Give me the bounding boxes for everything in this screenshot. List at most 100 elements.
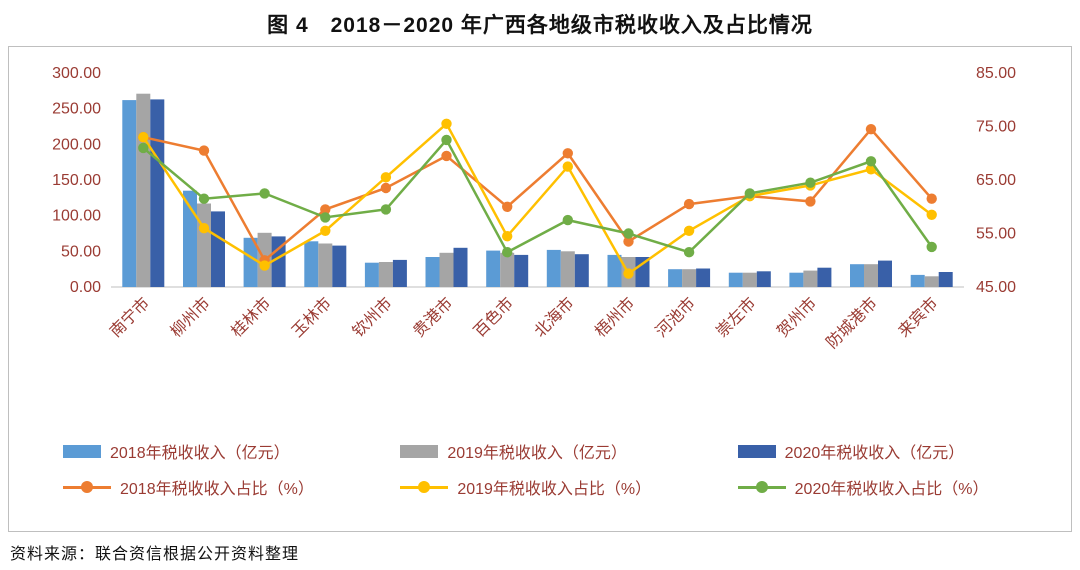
bar-series-0 bbox=[364, 262, 379, 287]
line-series-0 bbox=[143, 127, 933, 263]
bar-series-2 bbox=[211, 211, 225, 287]
bar-series-0 bbox=[728, 272, 743, 287]
bar-series-2 bbox=[453, 247, 468, 287]
legend-item: 2018年税收收入占比（%） bbox=[39, 475, 314, 499]
line-marker-series-0 bbox=[926, 193, 937, 204]
line-marker-series-1 bbox=[562, 161, 573, 172]
line-marker-series-0 bbox=[805, 196, 816, 207]
bar-series-1 bbox=[864, 264, 878, 287]
line-marker-series-2 bbox=[683, 247, 695, 258]
bar-series-0 bbox=[850, 264, 864, 287]
left-axis-tick: 250.00 bbox=[52, 101, 101, 118]
legend-line-marker bbox=[81, 481, 93, 493]
bar-series-2 bbox=[271, 236, 286, 287]
line-marker-series-2 bbox=[926, 241, 937, 253]
line-marker-series-2 bbox=[380, 204, 392, 215]
line-marker-series-1 bbox=[441, 118, 452, 129]
line-marker-series-2 bbox=[805, 177, 816, 188]
line-marker-series-1 bbox=[138, 132, 149, 143]
right-axis-tick: 55.00 bbox=[976, 226, 1016, 243]
bar-series-0 bbox=[122, 100, 137, 287]
line-marker-series-2 bbox=[744, 188, 755, 199]
bar-series-0 bbox=[668, 269, 683, 287]
legend-label: 2018年税收收入占比（%） bbox=[120, 481, 314, 498]
line-marker-series-2 bbox=[562, 214, 573, 226]
bar-series-0 bbox=[789, 272, 804, 287]
line-marker-series-2 bbox=[623, 228, 634, 239]
line-series-1 bbox=[142, 121, 933, 276]
bar-series-2 bbox=[756, 271, 771, 287]
source-note: 资料来源：联合资信根据公开资料整理 bbox=[10, 546, 300, 563]
bar-series-2 bbox=[938, 272, 953, 287]
legend-item: 2018年税收收入（亿元） bbox=[39, 439, 290, 463]
legend-line-swatch bbox=[63, 481, 111, 493]
legend-label: 2020年税收收入（亿元） bbox=[784, 445, 965, 462]
line-marker-series-2 bbox=[198, 193, 210, 204]
bar-series-1 bbox=[378, 262, 393, 287]
left-axis-tick: 150.00 bbox=[52, 172, 101, 189]
legend-label: 2019年税收收入占比（%） bbox=[457, 481, 652, 498]
bar-series-2 bbox=[878, 260, 892, 287]
bar-series-1 bbox=[742, 272, 757, 287]
chart-box: 0.00 50.00 100.00 150.00 200.00 250.00 300.00 4… bbox=[8, 46, 1072, 532]
bar-series-1 bbox=[500, 252, 515, 287]
legend-bar-swatch bbox=[63, 444, 101, 458]
bar-series-0 bbox=[910, 274, 925, 287]
line-marker-series-1 bbox=[502, 231, 513, 242]
legend-line-swatch bbox=[737, 481, 786, 493]
line-marker-series-1 bbox=[320, 225, 331, 236]
bar-series-0 bbox=[486, 250, 501, 287]
line-marker-series-0 bbox=[320, 204, 331, 215]
bar-series-0 bbox=[425, 257, 440, 287]
x-axis-label: 桂林市 bbox=[228, 294, 275, 341]
legend-item: 2019年税收收入占比（%） bbox=[376, 475, 651, 499]
bar-series-2 bbox=[635, 257, 650, 287]
right-axis-tick: 45.00 bbox=[976, 279, 1016, 296]
x-axis-label: 玉林市 bbox=[288, 294, 335, 341]
bar-series-1 bbox=[682, 269, 697, 287]
x-axis-label: 来宾市 bbox=[895, 294, 942, 341]
bar-series-2 bbox=[696, 268, 711, 287]
legend-bar-swatch bbox=[737, 444, 776, 458]
bar-series-0 bbox=[183, 190, 197, 287]
line-marker-series-2 bbox=[138, 142, 149, 154]
left-axis-tick: 50.00 bbox=[61, 243, 101, 260]
chart-legend: 2018年税收收入（亿元） 2019年税收收入（亿元） 2020年税收收入（亿元） 2… bbox=[39, 439, 1041, 499]
x-axis-label: 北海市 bbox=[531, 294, 578, 341]
left-axis-tick: 200.00 bbox=[52, 136, 101, 153]
line-marker-series-2 bbox=[441, 134, 452, 146]
line-marker-series-1 bbox=[259, 260, 270, 271]
line-marker-series-1 bbox=[683, 225, 695, 236]
legend-item: 2020年税收收入占比（%） bbox=[714, 475, 988, 499]
x-axis-label: 柳州市 bbox=[167, 294, 214, 341]
legend-label: 2019年税收收入（亿元） bbox=[447, 445, 627, 462]
bar-series-2 bbox=[392, 259, 407, 287]
x-axis-label: 贺州市 bbox=[774, 294, 821, 341]
legend-item: 2019年税收收入（亿元） bbox=[376, 439, 627, 463]
left-axis-tick: 100.00 bbox=[52, 208, 101, 225]
legend-label: 2018年税收收入（亿元） bbox=[110, 445, 290, 462]
x-axis-label: 贵港市 bbox=[410, 294, 457, 341]
bar-series-1 bbox=[136, 93, 151, 287]
bar-series-0 bbox=[546, 249, 561, 287]
bar-series-1 bbox=[439, 252, 454, 287]
line-series-2 bbox=[142, 137, 933, 254]
legend-line-marker bbox=[755, 481, 768, 493]
bar-series-2 bbox=[332, 245, 347, 287]
x-axis-label: 南宁市 bbox=[106, 294, 153, 341]
line-marker-series-0 bbox=[441, 150, 452, 162]
bar-series-2 bbox=[574, 254, 589, 287]
bar-series-0 bbox=[243, 237, 258, 287]
bar-series-1 bbox=[803, 270, 818, 287]
right-axis-tick: 65.00 bbox=[976, 172, 1016, 189]
legend-line-marker bbox=[418, 481, 431, 493]
bar-series-2 bbox=[514, 254, 529, 287]
x-axis-label: 河池市 bbox=[652, 294, 699, 341]
right-axis-tick: 75.00 bbox=[976, 119, 1016, 136]
left-axis-tick: 300.00 bbox=[52, 65, 101, 82]
bar-series-1 bbox=[318, 243, 333, 287]
chart-plot-area: 0.00 50.00 100.00 150.00 200.00 250.00 300.00 4… bbox=[52, 65, 1016, 352]
line-marker-series-0 bbox=[683, 198, 695, 210]
legend-bar-swatch bbox=[400, 444, 439, 458]
